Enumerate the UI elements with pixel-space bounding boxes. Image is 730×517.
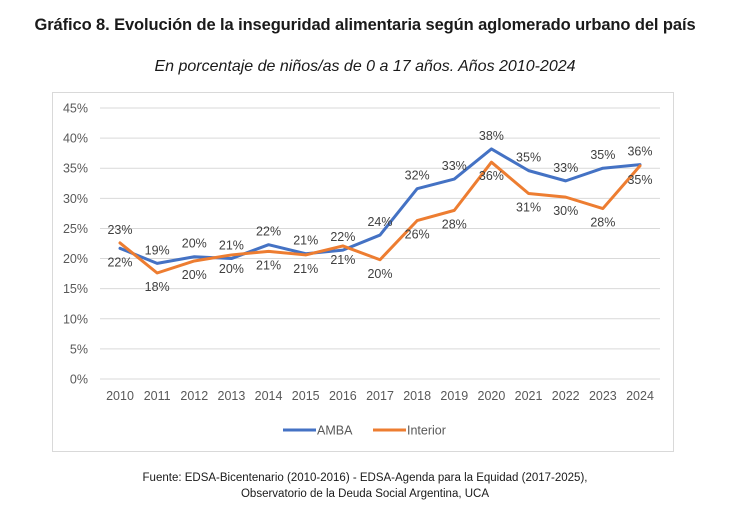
y-tick-label: 25%	[63, 222, 88, 236]
y-tick-label: 5%	[70, 342, 88, 356]
y-tick-label: 40%	[63, 132, 88, 146]
source-line-2: Observatorio de la Deuda Social Argentin…	[240, 488, 490, 500]
data-label-amba: 36%	[627, 145, 652, 159]
x-tick-label: 2024	[626, 389, 654, 403]
data-labels: 22% 19% 20% 21% 22% 21% 22% 24% 32% 33% 38% 35% 33% 3…	[107, 129, 652, 294]
series-line-amba	[118, 147, 642, 265]
data-label-interior: 18%	[145, 280, 170, 294]
data-label-amba: 19%	[145, 243, 170, 257]
data-label-amba: 21%	[219, 239, 244, 253]
legend-label-amba: AMBA	[317, 424, 353, 438]
data-label-amba: 22%	[107, 255, 132, 269]
data-label-interior: 20%	[219, 262, 244, 276]
data-label-amba: 35%	[590, 148, 615, 162]
data-label-interior: 21%	[256, 258, 281, 272]
legend-label-interior: Interior	[407, 424, 446, 438]
x-tick-label: 2015	[292, 389, 320, 403]
x-tick-label: 2016	[329, 389, 357, 403]
y-tick-label: 45%	[63, 102, 88, 116]
x-tick-label: 2019	[440, 389, 468, 403]
source-note: Fuente: EDSA-Bicentenario (2010-2016) - …	[0, 470, 730, 502]
data-label-interior: 31%	[516, 201, 541, 215]
chart-subtitle: En porcentaje de niños/as de 0 a 17 años…	[154, 58, 576, 75]
data-label-interior: 21%	[330, 253, 355, 267]
data-label-amba: 32%	[405, 169, 430, 183]
x-tick-label: 2017	[366, 389, 394, 403]
data-label-amba: 24%	[367, 215, 392, 229]
data-label-interior: 20%	[367, 267, 392, 281]
data-label-amba: 20%	[182, 237, 207, 251]
data-label-interior: 21%	[293, 262, 318, 276]
x-tick-label: 2013	[218, 389, 246, 403]
data-label-interior: 23%	[107, 223, 132, 237]
data-label-amba: 22%	[256, 225, 281, 239]
data-label-amba: 22%	[330, 230, 355, 244]
data-label-interior: 26%	[405, 228, 430, 242]
data-label-interior: 28%	[590, 216, 615, 230]
x-tick-label: 2020	[478, 389, 506, 403]
data-label-interior: 28%	[442, 217, 467, 231]
x-axis-ticks: 2010 2011 2012 2013 2014 2015 2016 2017 2018 2019…	[106, 389, 654, 403]
source-line-1: Fuente: EDSA-Bicentenario (2010-2016) - …	[142, 472, 588, 484]
legend: AMBA Interior	[283, 424, 446, 438]
x-tick-label: 2023	[589, 389, 617, 403]
x-tick-label: 2022	[552, 389, 580, 403]
series-line-interior	[118, 160, 642, 275]
x-tick-label: 2018	[403, 389, 431, 403]
x-tick-label: 2012	[180, 389, 208, 403]
series-lines	[118, 147, 642, 275]
y-tick-label: 20%	[63, 252, 88, 266]
y-tick-label: 15%	[63, 282, 88, 296]
data-label-interior: 36%	[479, 169, 504, 183]
y-tick-label: 30%	[63, 192, 88, 206]
data-label-interior: 30%	[553, 204, 578, 218]
data-label-interior: 35%	[627, 173, 652, 187]
x-tick-label: 2021	[515, 389, 543, 403]
x-tick-label: 2010	[106, 389, 134, 403]
x-tick-label: 2014	[255, 389, 283, 403]
data-label-interior: 20%	[182, 268, 207, 282]
y-tick-label: 35%	[63, 162, 88, 176]
y-tick-label: 10%	[63, 312, 88, 326]
data-label-amba: 33%	[553, 161, 578, 175]
x-tick-label: 2011	[144, 389, 171, 403]
data-label-amba: 38%	[479, 129, 504, 143]
y-tick-label: 0%	[70, 373, 88, 387]
gridlines	[100, 107, 660, 380]
data-label-amba: 35%	[516, 151, 541, 165]
data-label-amba: 33%	[442, 159, 467, 173]
y-axis-ticks: 0% 5% 10% 15% 20% 25% 30% 35% 40% 45%	[63, 102, 88, 387]
data-label-amba: 21%	[293, 234, 318, 248]
chart-title: Gráfico 8. Evolución de la inseguridad a…	[34, 16, 696, 34]
